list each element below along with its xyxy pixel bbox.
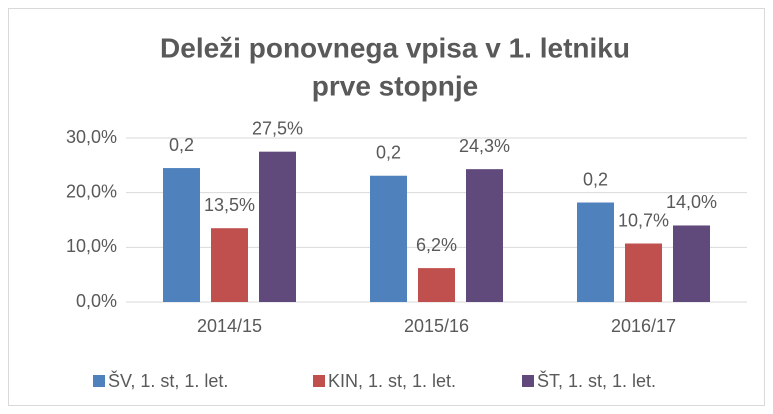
x-tick-label: 2015/16 — [404, 316, 469, 336]
y-tick-label: 30,0% — [66, 127, 117, 147]
bar — [259, 151, 296, 302]
legend-swatch — [313, 375, 325, 387]
data-label: 0,2 — [583, 169, 608, 189]
data-label: 13,5% — [204, 195, 255, 215]
bar — [163, 168, 200, 302]
y-tick-label: 10,0% — [66, 236, 117, 256]
bar — [466, 169, 503, 302]
legend-swatch — [522, 375, 534, 387]
bar — [211, 228, 248, 302]
bar — [577, 202, 614, 302]
x-tick-label: 2014/15 — [197, 316, 262, 336]
legend-swatch — [93, 375, 105, 387]
chart-title: prve stopnje — [312, 70, 478, 101]
legend-label: KIN, 1. st, 1. let. — [328, 371, 456, 391]
data-label: 10,7% — [618, 210, 669, 230]
x-tick-label: 2016/17 — [611, 316, 676, 336]
y-tick-label: 20,0% — [66, 181, 117, 201]
data-label: 27,5% — [252, 118, 303, 138]
bar — [673, 225, 710, 302]
data-label: 6,2% — [416, 235, 457, 255]
bar — [418, 268, 455, 302]
bar — [625, 243, 662, 302]
legend-label: ŠV, 1. st, 1. let. — [108, 370, 228, 391]
legend-label: ŠT, 1. st, 1. let. — [537, 370, 656, 391]
data-label: 0,2 — [169, 135, 194, 155]
bar — [370, 175, 407, 302]
chart-title: Deleži ponovnega vpisa v 1. letniku — [160, 32, 630, 63]
data-label: 24,3% — [459, 136, 510, 156]
data-label: 14,0% — [666, 192, 717, 212]
data-label: 0,2 — [376, 142, 401, 162]
y-tick-label: 0,0% — [76, 291, 117, 311]
